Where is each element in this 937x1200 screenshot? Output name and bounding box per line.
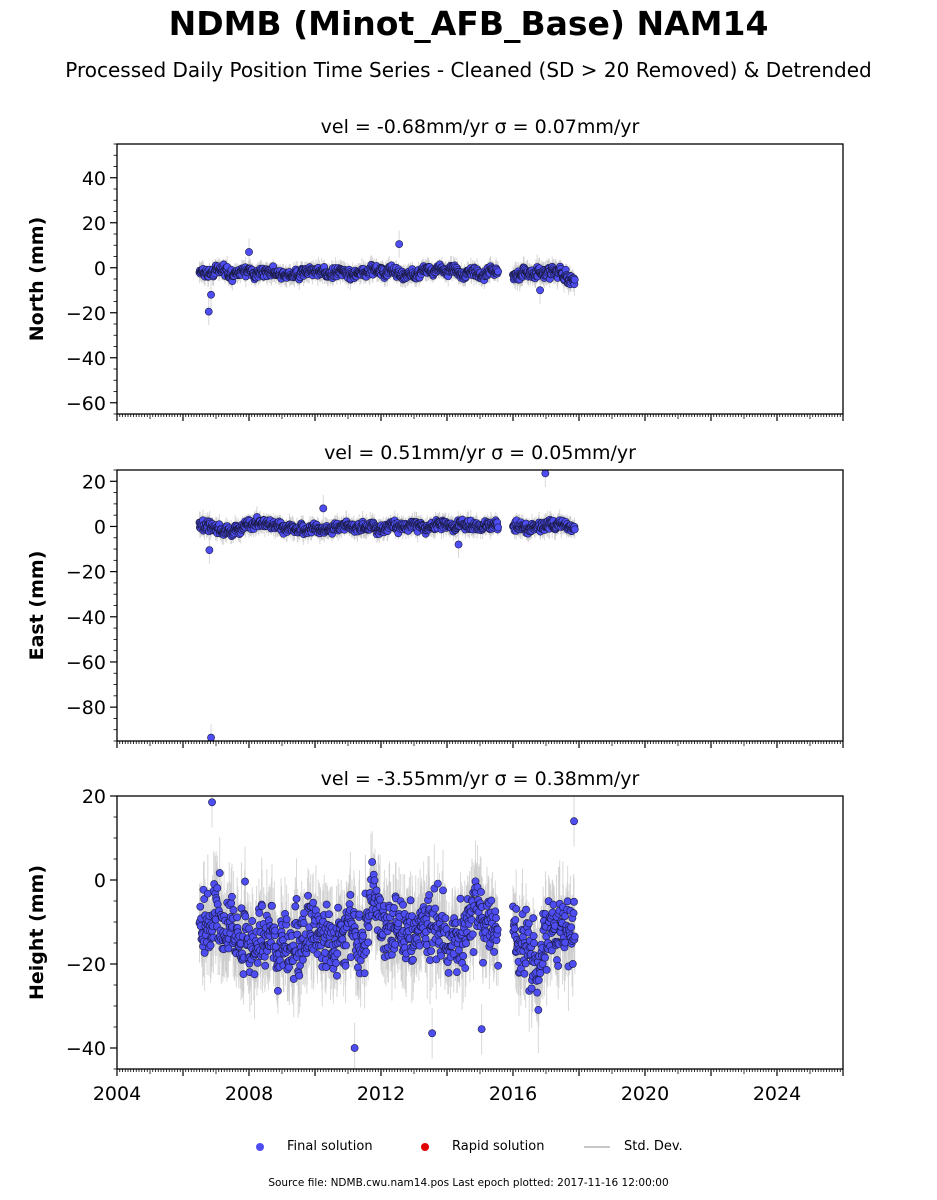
final-solution-point bbox=[454, 540, 463, 549]
final-solution-point bbox=[207, 290, 215, 299]
panel-title: vel = 0.51mm/yr σ = 0.05mm/yr bbox=[324, 442, 636, 464]
final-solution-point bbox=[494, 523, 502, 532]
y-tick-label: −20 bbox=[66, 303, 106, 325]
final-solution-point bbox=[570, 525, 579, 534]
final-solution-point bbox=[541, 470, 550, 478]
figure-title: NDMB (Minot_AFB_Base) NAM14 bbox=[168, 4, 769, 43]
final-solution-point bbox=[319, 504, 328, 513]
final-solution-point bbox=[245, 248, 253, 256]
y-tick-label: 20 bbox=[82, 213, 106, 235]
panel-title: vel = -3.55mm/yr σ = 0.38mm/yr bbox=[321, 768, 640, 790]
y-axis-label: North (mm) bbox=[26, 217, 48, 342]
final-solution-point bbox=[205, 546, 214, 555]
y-axis-label: Height (mm) bbox=[26, 865, 48, 1000]
y-tick-label: −60 bbox=[66, 393, 106, 415]
final-solution-points bbox=[195, 470, 579, 741]
y-axis-label: East (mm) bbox=[26, 551, 48, 661]
y-tick-label: −20 bbox=[66, 562, 106, 584]
final-solution-point bbox=[207, 733, 215, 741]
std-dev-bars bbox=[199, 470, 576, 741]
final-solution-point bbox=[204, 307, 213, 316]
y-tick-label: −80 bbox=[66, 697, 106, 719]
y-tick-label: −40 bbox=[66, 348, 106, 370]
y-tick-label: 0 bbox=[94, 258, 106, 280]
panel-2: vel = 0.51mm/yr σ = 0.05mm/yr East (mm) 20… bbox=[26, 442, 844, 748]
y-tick-label: 40 bbox=[82, 168, 106, 190]
final-solution-point bbox=[395, 240, 404, 249]
final-solution-points bbox=[195, 240, 579, 316]
plot-frame bbox=[116, 469, 844, 742]
y-tick-label: 20 bbox=[82, 471, 106, 493]
y-tick-label: −60 bbox=[66, 652, 106, 674]
y-tick-label: −40 bbox=[66, 607, 106, 629]
final-solution-point bbox=[536, 286, 544, 295]
final-solution-point bbox=[570, 275, 579, 284]
panel-title: vel = -0.68mm/yr σ = 0.07mm/yr bbox=[321, 116, 640, 138]
y-tick-label: 0 bbox=[94, 516, 106, 538]
final-solution-point bbox=[494, 267, 502, 276]
figure-subtitle: Processed Daily Position Time Series - C… bbox=[65, 58, 872, 82]
panel-3: vel = -3.55mm/yr σ = 0.38mm/yr Height (mm… bbox=[26, 768, 844, 1105]
plots-canvas: vel = -0.68mm/yr σ = 0.07mm/yr North (mm)… bbox=[26, 116, 844, 1105]
panel-1: vel = -0.68mm/yr σ = 0.07mm/yr North (mm)… bbox=[26, 116, 844, 421]
